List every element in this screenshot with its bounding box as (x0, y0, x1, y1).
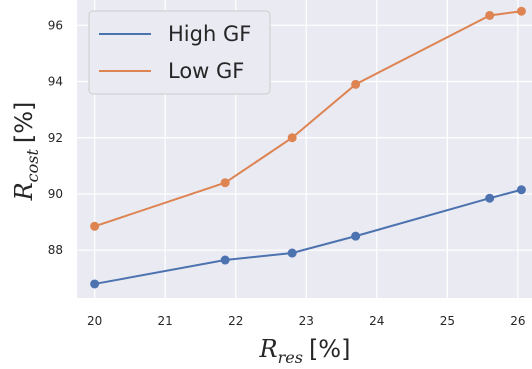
x-axis-title: Rres [%] (259, 335, 351, 367)
data-point-high-gf (90, 279, 100, 289)
data-point-low-gf (351, 79, 361, 89)
legend: High GF Low GF (88, 10, 271, 95)
y-axis-title-sub: cost (23, 149, 42, 183)
data-point-high-gf (351, 231, 361, 241)
y-axis-title-unit: [%] (10, 102, 38, 144)
x-axis-title-sub: res (278, 348, 303, 367)
x-tick-label: 24 (369, 314, 384, 328)
series-layer (90, 6, 526, 289)
data-point-low-gf (516, 6, 526, 16)
x-tick-label: 20 (87, 314, 102, 328)
y-axis-title: Rcost [%] (10, 102, 42, 202)
legend-label-high-gf: High GF (168, 22, 251, 46)
x-tick-labels: 20 21 22 23 24 25 26 (87, 314, 526, 328)
data-point-high-gf (516, 185, 526, 195)
data-point-high-gf (220, 255, 230, 265)
x-tick-label: 26 (510, 314, 525, 328)
y-tick-label: 90 (48, 187, 63, 201)
x-tick-label: 25 (440, 314, 455, 328)
data-point-low-gf (485, 10, 495, 20)
x-tick-label: 23 (299, 314, 314, 328)
data-point-low-gf (90, 221, 100, 231)
y-tick-label: 96 (48, 18, 63, 32)
y-tick-label: 94 (48, 75, 63, 89)
x-axis-title-main: R (259, 335, 278, 363)
legend-label-low-gf: Low GF (168, 59, 244, 83)
series-line-low-gf (94, 10, 522, 228)
y-tick-label: 88 (48, 243, 63, 257)
data-point-low-gf (220, 178, 230, 188)
y-axis-title-main: R (10, 182, 38, 201)
legend-box (88, 10, 271, 95)
data-point-high-gf (287, 248, 297, 258)
series-line-high-gf (94, 188, 522, 285)
x-tick-label: 21 (158, 314, 173, 328)
data-point-high-gf (485, 193, 495, 203)
x-axis-title-unit: [%] (309, 335, 351, 363)
x-tick-label: 22 (228, 314, 243, 328)
y-tick-label: 92 (48, 131, 63, 145)
data-point-low-gf (287, 133, 297, 143)
y-tick-labels: 88 90 92 94 96 (48, 18, 63, 257)
